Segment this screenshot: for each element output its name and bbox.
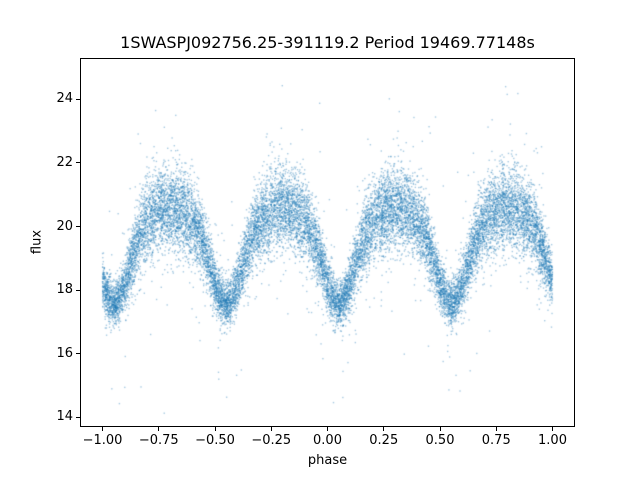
x-axis-label: phase <box>307 453 348 468</box>
y-tick-mark <box>76 162 80 164</box>
y-tick-mark <box>76 98 80 100</box>
y-tick-mark <box>76 353 80 355</box>
x-tick-mark <box>495 427 497 431</box>
y-tick-mark <box>76 416 80 418</box>
y-tick-mark <box>76 226 80 228</box>
y-tick-label: 24 <box>56 91 73 107</box>
x-tick-label: 1.00 <box>538 433 567 448</box>
y-tick-mark <box>76 289 80 291</box>
y-tick-label: 22 <box>56 154 73 170</box>
x-tick-label: 0.00 <box>313 433 342 448</box>
y-tick-label: 14 <box>56 409 73 425</box>
x-tick-label: 0.75 <box>481 433 511 448</box>
y-tick-label: 16 <box>56 345 73 361</box>
x-tick-mark <box>327 427 328 431</box>
x-tick-label: −0.75 <box>138 433 179 448</box>
y-tick-label: 18 <box>56 282 73 298</box>
x-tick-mark <box>102 427 103 431</box>
y-tick-label: 20 <box>56 218 73 234</box>
x-tick-mark <box>214 427 216 431</box>
x-tick-label: −0.50 <box>195 433 235 448</box>
x-tick-mark <box>439 427 441 431</box>
x-tick-label: 0.25 <box>369 433 399 448</box>
x-tick-mark <box>270 427 272 431</box>
scatter-points-canvas <box>80 58 575 427</box>
chart-title: 1SWASPJ092756.25-391119.2 Period 19469.7… <box>120 33 535 52</box>
x-tick-mark <box>383 427 385 431</box>
x-tick-label: −0.25 <box>251 433 292 448</box>
x-tick-label: 0.50 <box>425 433 455 448</box>
x-tick-mark <box>158 427 160 431</box>
x-tick-label: −1.00 <box>82 433 123 448</box>
x-tick-mark <box>552 427 553 431</box>
